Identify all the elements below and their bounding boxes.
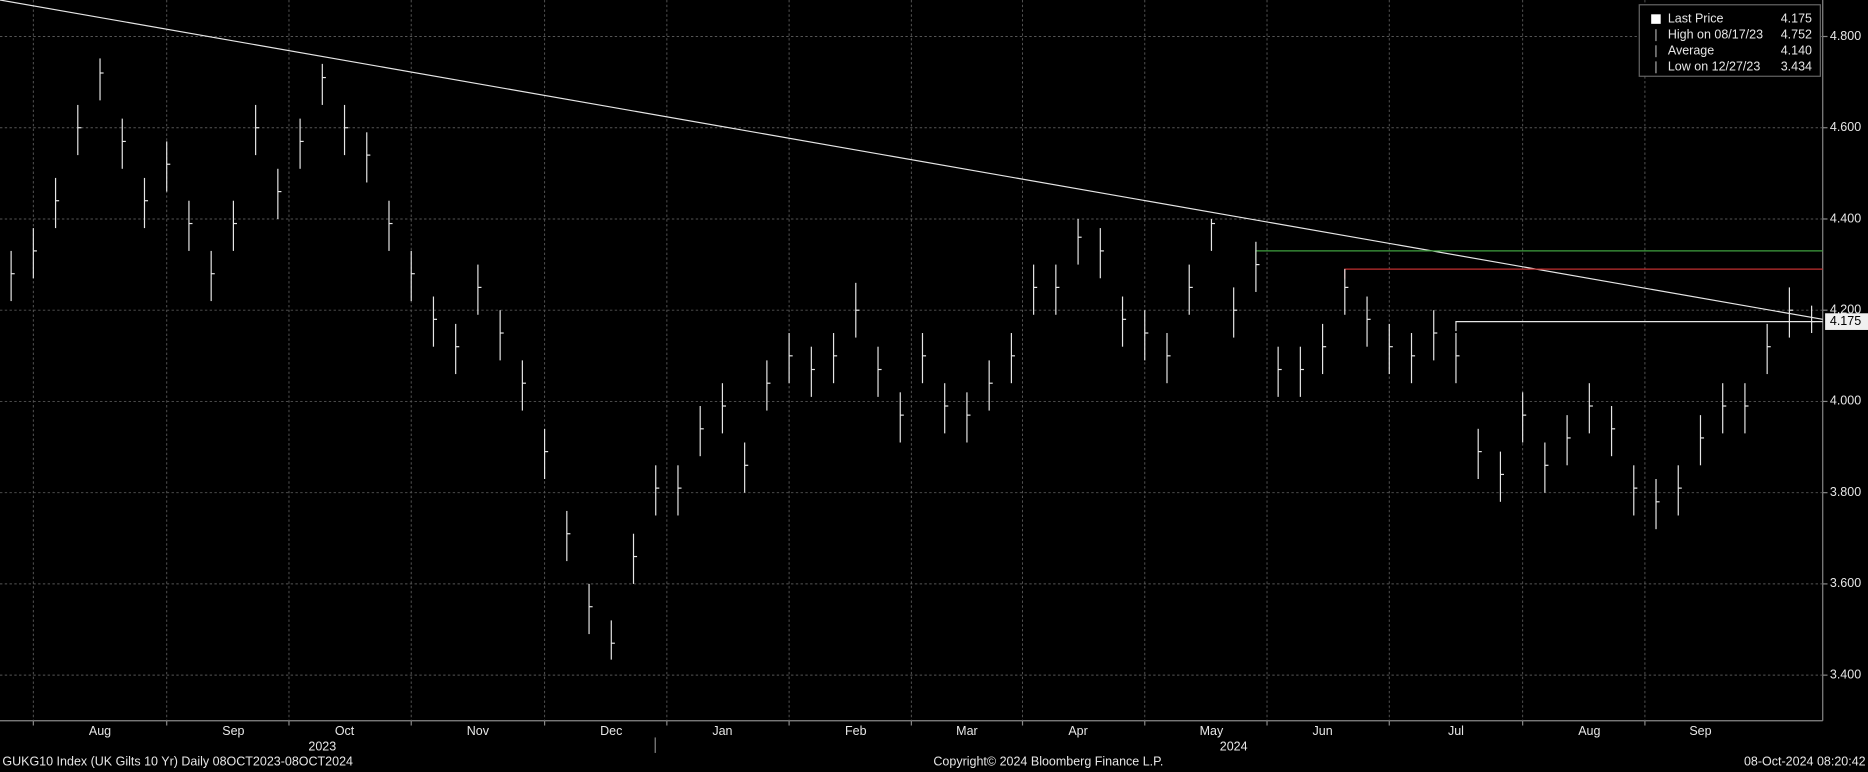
- legend-value: 4.140: [1781, 44, 1812, 58]
- last-price-label: 4.175: [1830, 314, 1861, 328]
- y-tick-label: 3.400: [1830, 667, 1861, 681]
- x-tick-label: Mar: [956, 724, 978, 738]
- x-tick-label: Aug: [89, 724, 111, 738]
- x-tick-label: Feb: [845, 724, 867, 738]
- legend-label: Low on 12/27/23: [1668, 60, 1760, 74]
- x-tick-label: Jul: [1448, 724, 1464, 738]
- footer-left: GUKG10 Index (UK Gilts 10 Yr) Daily 08OC…: [2, 755, 353, 769]
- x-tick-label: Sep: [222, 724, 244, 738]
- legend-label: Last Price: [1668, 11, 1724, 25]
- legend-box: [1638, 4, 1821, 77]
- legend-value: 4.175: [1781, 11, 1812, 25]
- x-tick-label: Apr: [1068, 724, 1087, 738]
- x-tick-label: Nov: [467, 724, 490, 738]
- year-label: 2024: [1220, 739, 1248, 753]
- last-price-tag: [1825, 313, 1868, 330]
- x-tick-label: Dec: [600, 724, 622, 738]
- legend-value: 3.434: [1781, 60, 1812, 74]
- x-tick-label: May: [1200, 724, 1224, 738]
- y-tick-label: 4.200: [1830, 303, 1861, 317]
- y-tick-label: 3.800: [1830, 485, 1861, 499]
- y-tick-label: 4.600: [1830, 120, 1861, 134]
- x-tick-label: Oct: [335, 724, 355, 738]
- legend-value: 4.752: [1781, 27, 1812, 41]
- x-tick-label: Sep: [1689, 724, 1711, 738]
- legend-label: High on 08/17/23: [1668, 27, 1763, 41]
- y-tick-label: 3.600: [1830, 576, 1861, 590]
- trendline: [0, 0, 1823, 320]
- footer-center: Copyright© 2024 Bloomberg Finance L.P.: [933, 755, 1163, 769]
- year-label: 2023: [308, 739, 336, 753]
- x-tick-label: Jan: [712, 724, 732, 738]
- footer-right: 08-Oct-2024 08:20:42: [1744, 755, 1866, 769]
- y-tick-label: 4.400: [1830, 211, 1861, 225]
- x-tick-label: Jun: [1313, 724, 1333, 738]
- y-tick-label: 4.000: [1830, 394, 1861, 408]
- y-tick-label: 4.800: [1830, 29, 1861, 43]
- legend-swatch: [1651, 14, 1661, 24]
- level-line: [1455, 321, 1823, 332]
- x-tick-label: Aug: [1578, 724, 1600, 738]
- legend-label: Average: [1668, 44, 1714, 58]
